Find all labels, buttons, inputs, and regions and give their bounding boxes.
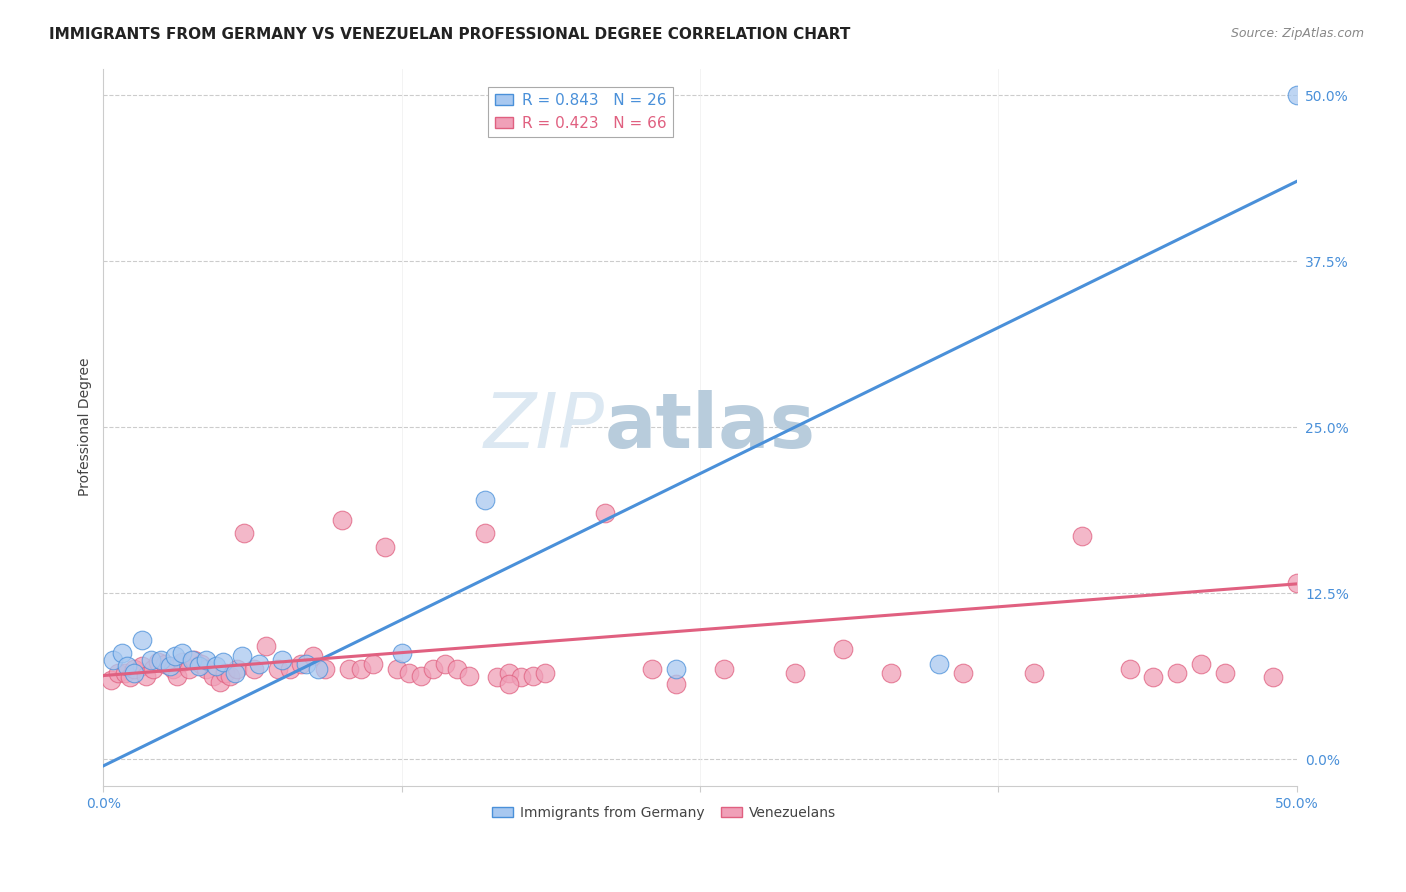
Point bbox=[446, 662, 468, 676]
Point bbox=[172, 655, 194, 669]
Point bbox=[433, 657, 456, 671]
Point bbox=[162, 662, 184, 676]
Point bbox=[155, 657, 177, 671]
Point bbox=[148, 655, 170, 669]
Point bbox=[474, 493, 496, 508]
Point bbox=[498, 665, 520, 680]
Point bbox=[522, 668, 544, 682]
Point bbox=[350, 662, 373, 676]
Point bbox=[142, 662, 165, 676]
Point bbox=[278, 662, 301, 676]
Point bbox=[101, 652, 124, 666]
Point bbox=[374, 540, 396, 554]
Point bbox=[183, 652, 205, 666]
Point bbox=[952, 665, 974, 680]
Point bbox=[510, 670, 533, 684]
Point bbox=[172, 646, 194, 660]
Point bbox=[398, 665, 420, 680]
Point bbox=[131, 659, 153, 673]
Point bbox=[474, 526, 496, 541]
Point bbox=[1189, 657, 1212, 671]
Point bbox=[209, 675, 232, 690]
Point bbox=[1022, 665, 1045, 680]
Point bbox=[118, 670, 141, 684]
Point bbox=[254, 640, 277, 654]
Point bbox=[107, 665, 129, 680]
Point bbox=[242, 662, 264, 676]
Point bbox=[457, 668, 479, 682]
Point bbox=[166, 668, 188, 682]
Point bbox=[665, 676, 688, 690]
Point bbox=[593, 507, 616, 521]
Point bbox=[195, 662, 218, 676]
Point bbox=[149, 652, 172, 666]
Point bbox=[111, 646, 134, 660]
Point bbox=[266, 662, 288, 676]
Point bbox=[880, 665, 903, 680]
Point bbox=[290, 657, 312, 671]
Point bbox=[361, 657, 384, 671]
Point bbox=[159, 659, 181, 673]
Point bbox=[190, 657, 212, 671]
Point bbox=[1118, 662, 1140, 676]
Point bbox=[163, 648, 186, 663]
Text: IMMIGRANTS FROM GERMANY VS VENEZUELAN PROFESSIONAL DEGREE CORRELATION CHART: IMMIGRANTS FROM GERMANY VS VENEZUELAN PR… bbox=[49, 27, 851, 42]
Point bbox=[391, 646, 413, 660]
Point bbox=[139, 652, 162, 666]
Text: ZIP: ZIP bbox=[484, 390, 605, 464]
Point bbox=[247, 657, 270, 671]
Point bbox=[295, 657, 318, 671]
Point bbox=[204, 659, 226, 673]
Point bbox=[180, 652, 202, 666]
Point bbox=[211, 655, 233, 669]
Y-axis label: Professional Degree: Professional Degree bbox=[79, 358, 93, 497]
Point bbox=[271, 652, 294, 666]
Point bbox=[100, 673, 122, 687]
Point bbox=[1261, 670, 1284, 684]
Point bbox=[307, 662, 329, 676]
Point bbox=[124, 665, 146, 680]
Point bbox=[214, 665, 236, 680]
Point bbox=[641, 662, 664, 676]
Point bbox=[498, 676, 520, 690]
Point bbox=[1142, 670, 1164, 684]
Point bbox=[131, 632, 153, 647]
Point bbox=[337, 662, 360, 676]
Text: Source: ZipAtlas.com: Source: ZipAtlas.com bbox=[1230, 27, 1364, 40]
Point bbox=[534, 665, 557, 680]
Point bbox=[233, 526, 256, 541]
Point bbox=[135, 668, 157, 682]
Point bbox=[832, 642, 855, 657]
Point bbox=[409, 668, 432, 682]
Point bbox=[202, 668, 225, 682]
Point bbox=[195, 652, 218, 666]
Point bbox=[224, 665, 246, 680]
Text: atlas: atlas bbox=[605, 390, 815, 464]
Point bbox=[302, 648, 325, 663]
Point bbox=[422, 662, 444, 676]
Point bbox=[486, 670, 509, 684]
Point bbox=[1285, 88, 1308, 103]
Point bbox=[124, 662, 146, 676]
Point bbox=[226, 662, 249, 676]
Point bbox=[330, 513, 353, 527]
Point bbox=[785, 665, 807, 680]
Point bbox=[187, 659, 209, 673]
Point bbox=[1213, 665, 1236, 680]
Point bbox=[1166, 665, 1188, 680]
Point bbox=[117, 659, 139, 673]
Point bbox=[231, 648, 253, 663]
Point bbox=[179, 662, 201, 676]
Point bbox=[1285, 575, 1308, 590]
Point bbox=[385, 662, 408, 676]
Point bbox=[1070, 529, 1092, 543]
Point bbox=[713, 662, 735, 676]
Point bbox=[928, 657, 950, 671]
Point bbox=[114, 665, 136, 680]
Legend: Immigrants from Germany, Venezuelans: Immigrants from Germany, Venezuelans bbox=[486, 800, 842, 825]
Point bbox=[314, 662, 336, 676]
Point bbox=[218, 668, 240, 682]
Point bbox=[665, 662, 688, 676]
